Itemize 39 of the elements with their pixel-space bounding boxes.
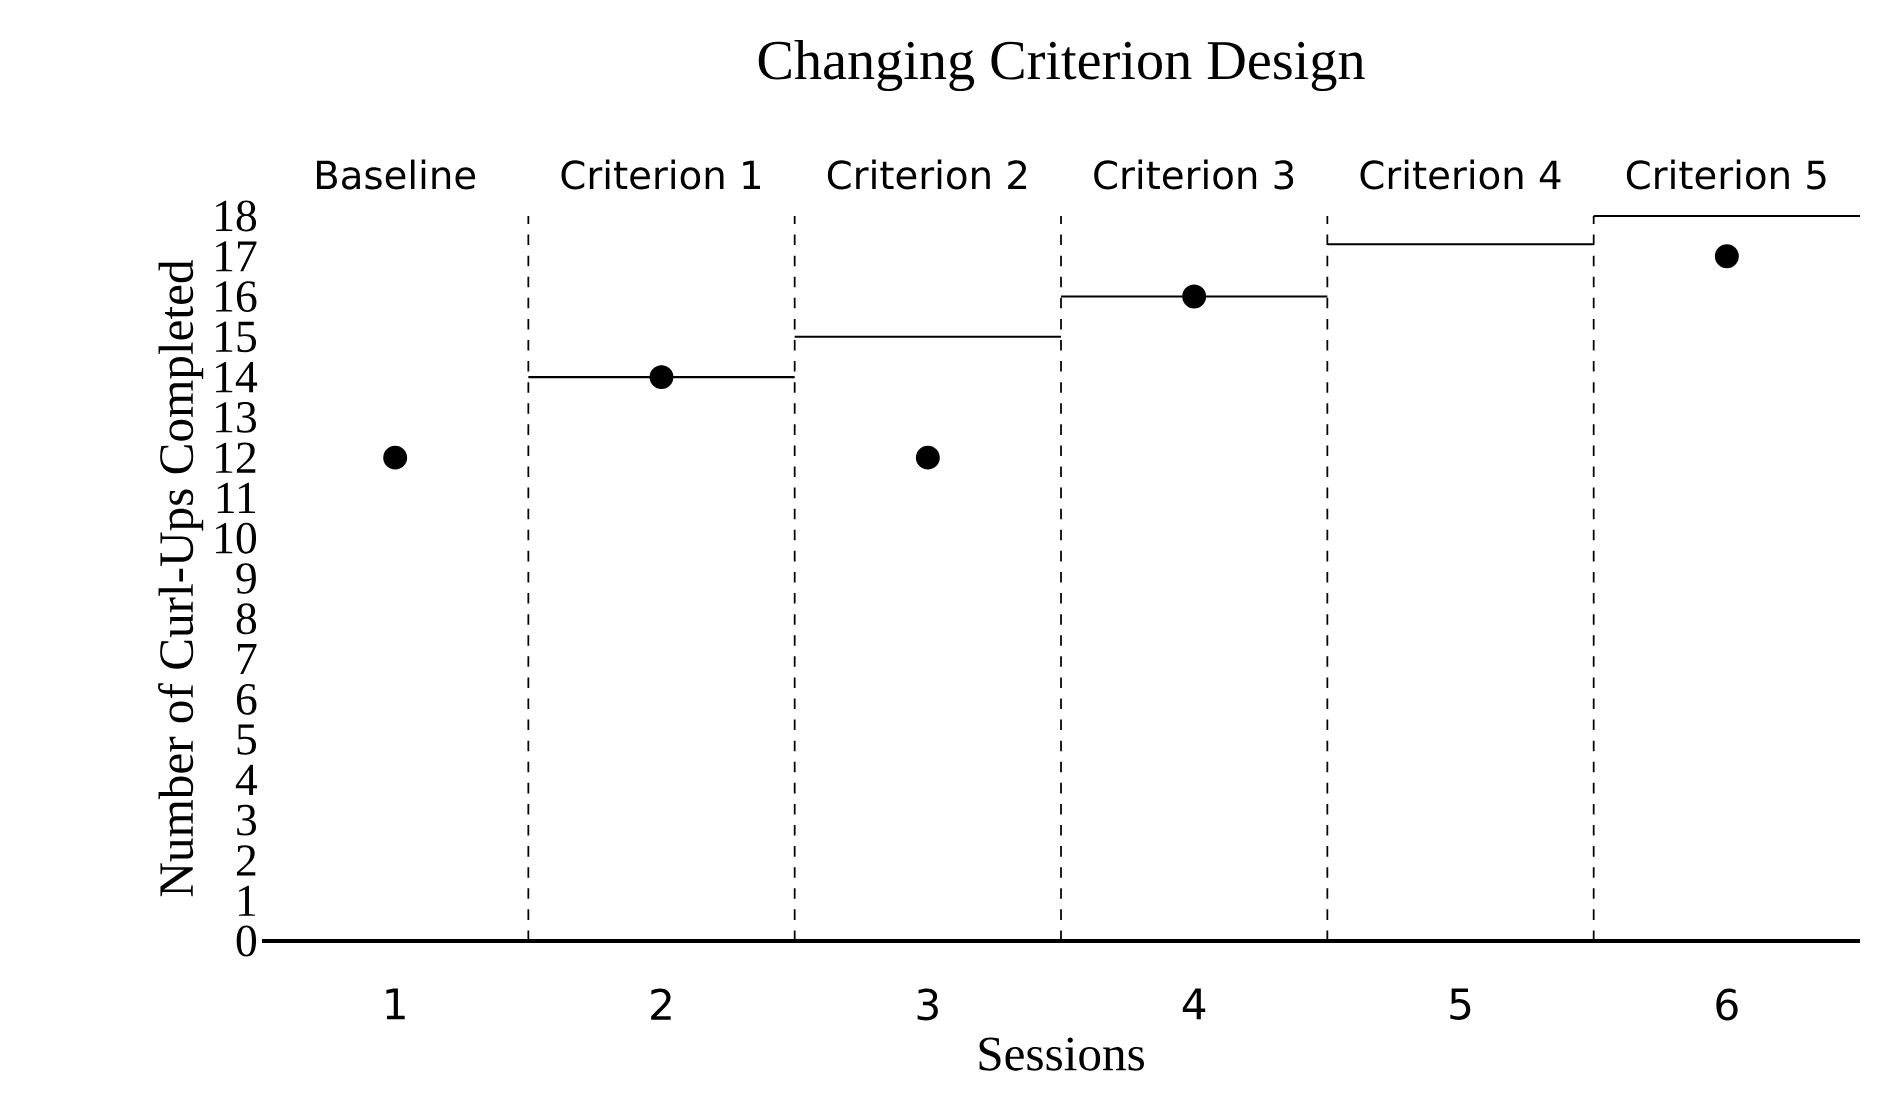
y-tick-label: 9: [236, 563, 256, 594]
text: Criterion 3: [1094, 159, 1294, 190]
y-axis-title: Number of Curl-Ups Completed: [158, 259, 204, 897]
point: [915, 445, 940, 470]
x-tick-label: 6: [1716, 988, 1738, 1021]
x-tick-label: 5: [1450, 988, 1471, 1020]
y-tick-label: 8: [236, 603, 257, 635]
y-tick-label: 15: [216, 321, 256, 353]
text: Criterion 1: [561, 159, 760, 190]
y-tick-label: 17: [216, 241, 257, 272]
y-tick-label: 6: [236, 683, 257, 715]
point: [1714, 244, 1739, 269]
y-tick-label: 16: [216, 281, 257, 312]
x-axis-title: Sessions: [979, 1037, 1144, 1071]
y-tick-label: 2: [236, 845, 256, 876]
y-tick-label: 7: [237, 644, 257, 675]
y-tick-label: 14: [216, 362, 258, 393]
y-tick-label: 1: [238, 885, 256, 916]
y-tick-label: 18: [216, 200, 257, 232]
y-tick-label: 4: [235, 764, 258, 795]
chart-title: Changing Criterion Design: [758, 39, 1365, 92]
x-tick-label: 2: [651, 988, 671, 1020]
x-tick-label: 1: [386, 988, 405, 1020]
x-tick-label: 4: [1182, 988, 1206, 1020]
y-tick-label: 11: [217, 482, 256, 514]
y-tick-label: 13: [216, 402, 256, 433]
y-tick-label: 12: [216, 442, 256, 473]
x-tick-label: 3: [917, 988, 938, 1021]
y-tick-label: 5: [237, 724, 256, 755]
y-tick-label: 0: [236, 925, 257, 957]
text: Criterion 5: [1626, 159, 1826, 190]
text: Criterion 4: [1360, 159, 1561, 190]
point: [383, 445, 408, 470]
y-tick-label: 3: [237, 804, 256, 836]
point: [649, 365, 674, 390]
text: Criterion 2: [827, 159, 1027, 190]
text: Baseline: [317, 159, 476, 190]
y-tick-label: 10: [216, 522, 257, 554]
point: [1182, 284, 1207, 309]
